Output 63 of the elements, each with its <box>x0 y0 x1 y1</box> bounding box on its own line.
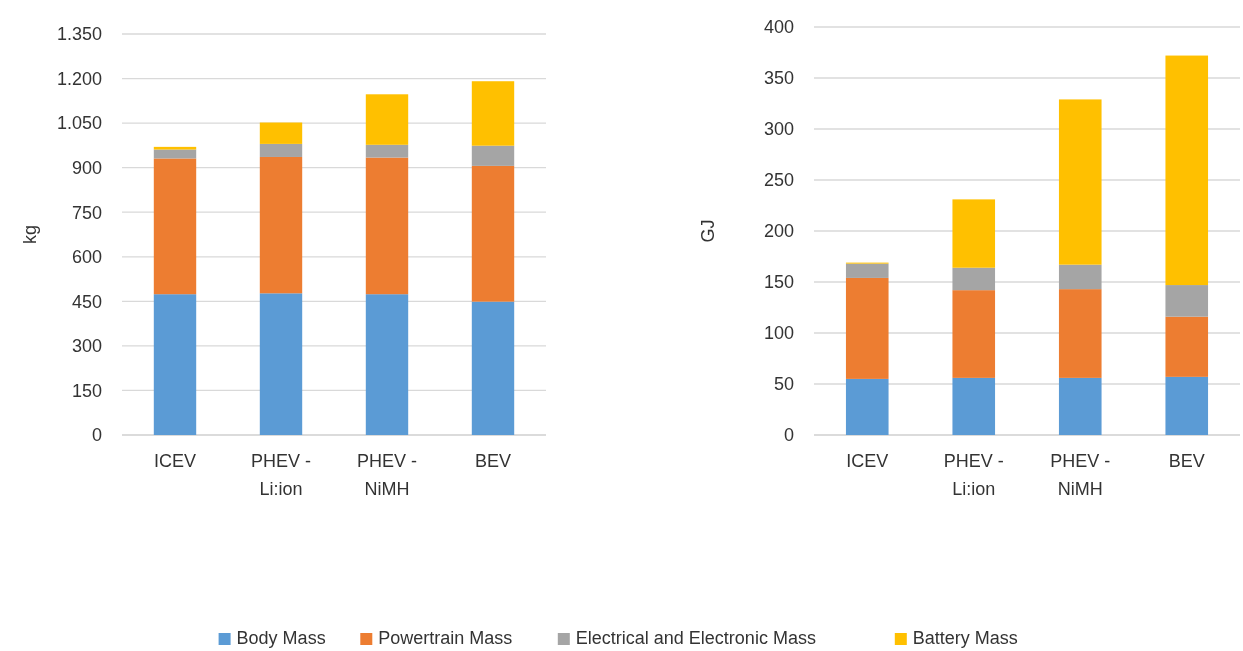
bar <box>259 156 303 294</box>
bar <box>845 263 889 278</box>
y-tick-label: 300 <box>763 119 794 140</box>
bar <box>952 267 996 291</box>
y-tick-label: 300 <box>71 336 102 357</box>
legend-label: Powertrain Mass <box>378 628 513 648</box>
bar <box>471 301 515 435</box>
bar <box>1058 289 1102 378</box>
x-tick-label: PHEV - Li:ion <box>943 451 1004 499</box>
bar <box>845 277 889 379</box>
legend-label: Body Mass <box>236 628 326 648</box>
bar <box>153 146 197 150</box>
bar <box>952 377 996 435</box>
x-tick-label: ICEV <box>846 451 889 471</box>
bar <box>259 122 303 144</box>
y-tick-label: 1.350 <box>56 24 102 45</box>
y-tick-label: 900 <box>71 157 102 178</box>
bar <box>365 157 409 295</box>
x-tick-label: ICEV <box>153 451 197 471</box>
y-tick-label: 1.200 <box>56 68 102 89</box>
y-tick-label: 200 <box>763 221 794 242</box>
y-tick-label: 150 <box>763 272 794 293</box>
bar <box>259 143 303 157</box>
y-tick-label: 100 <box>763 323 794 344</box>
bar <box>471 165 515 302</box>
y-tick-label: 0 <box>91 425 102 446</box>
x-tick-label: BEV <box>474 451 512 471</box>
x-tick-label: PHEV - NiMH <box>1050 451 1111 499</box>
x-tick-label: PHEV - Li:ion <box>250 451 312 499</box>
y-tick-label: 350 <box>763 68 794 89</box>
bar <box>365 94 409 145</box>
bar <box>471 81 515 146</box>
bar <box>153 158 197 295</box>
y-tick-label: 450 <box>71 291 102 312</box>
y-tick-label: 750 <box>71 202 102 223</box>
x-tick-label: PHEV - NiMH <box>356 451 418 499</box>
x-tick-label: BEV <box>1168 451 1205 471</box>
y-tick-label: 0 <box>783 425 794 446</box>
bar <box>1165 285 1209 317</box>
bar <box>1165 316 1209 377</box>
bar <box>1058 377 1102 435</box>
bar <box>1165 376 1209 435</box>
bar <box>153 294 197 435</box>
bar <box>845 378 889 435</box>
legend-label: Battery Mass <box>912 628 1018 648</box>
legend-label: Electrical and Electronic Mass <box>575 628 816 648</box>
y-axis-title: kg <box>20 224 40 245</box>
y-tick-label: 250 <box>763 170 794 191</box>
bar <box>1058 99 1102 265</box>
bar <box>471 145 515 166</box>
bar <box>365 294 409 435</box>
bar <box>1165 55 1209 286</box>
bar <box>952 290 996 378</box>
y-tick-label: 150 <box>71 380 102 401</box>
y-tick-label: 1.050 <box>56 113 102 134</box>
bar <box>1058 264 1102 290</box>
y-tick-label: 50 <box>773 374 794 395</box>
bar <box>952 199 996 268</box>
y-tick-label: 600 <box>71 247 102 268</box>
bar <box>365 144 409 158</box>
y-axis-title: GJ <box>698 219 718 243</box>
y-tick-label: 400 <box>763 17 794 38</box>
bar <box>259 293 303 435</box>
